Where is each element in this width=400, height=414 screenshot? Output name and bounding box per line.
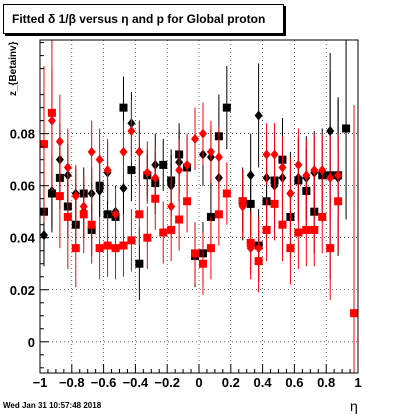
data-point-square xyxy=(222,103,231,112)
timestamp: Wed Jan 31 10:57:48 2018 xyxy=(3,401,102,410)
data-point-square xyxy=(278,220,287,229)
y-tick-label: 0.08 xyxy=(10,127,35,142)
data-point-diamond xyxy=(183,159,192,170)
x-tick-label: 0 xyxy=(195,375,202,390)
data-point-square xyxy=(198,259,207,268)
data-point-diamond xyxy=(238,201,247,212)
data-point-square xyxy=(63,212,72,221)
data-point-diamond xyxy=(310,165,319,176)
grid xyxy=(40,40,358,373)
x-tick-label: −1 xyxy=(33,375,48,390)
data-point-diamond xyxy=(262,149,271,160)
data-point-diamond xyxy=(270,149,279,160)
data-point-diamond xyxy=(278,162,287,173)
y-tick-label: 0.04 xyxy=(10,231,36,246)
x-tick-label: 0.8 xyxy=(317,375,335,390)
data-point-diamond xyxy=(246,243,255,254)
data-point-diamond xyxy=(151,172,160,183)
data-point-diamond xyxy=(119,146,128,157)
data-point-diamond xyxy=(47,115,56,126)
data-point-square xyxy=(175,215,184,224)
data-point-square xyxy=(214,210,223,219)
series-group xyxy=(39,68,343,280)
data-point-diamond xyxy=(143,167,152,178)
data-point-square xyxy=(135,210,144,219)
data-point-diamond xyxy=(135,146,144,157)
data-marks xyxy=(39,40,359,373)
data-point-diamond xyxy=(79,201,88,212)
data-point-diamond xyxy=(286,188,295,199)
data-point-diamond xyxy=(246,170,255,181)
data-point-diamond xyxy=(206,146,215,157)
y-tick-label: 0.02 xyxy=(10,283,35,298)
x-tick-label: 0.6 xyxy=(285,375,303,390)
data-point-diamond xyxy=(254,243,263,254)
data-point-diamond xyxy=(198,128,207,139)
x-tick-label: 0.2 xyxy=(222,375,240,390)
data-point-square xyxy=(119,103,128,112)
x-tick-label: −0.8 xyxy=(59,375,85,390)
data-point-square xyxy=(270,199,279,208)
x-tick-label: −0.6 xyxy=(91,375,117,390)
data-point-square xyxy=(286,244,295,253)
data-point-square xyxy=(342,124,351,133)
data-point-square xyxy=(103,241,112,250)
data-point-square xyxy=(143,233,152,242)
data-point-diamond xyxy=(167,201,176,212)
data-point-diamond xyxy=(71,191,80,202)
data-point-square xyxy=(127,166,136,175)
data-point-diamond xyxy=(326,172,335,183)
data-point-square xyxy=(302,225,311,234)
data-point-diamond xyxy=(191,133,200,144)
data-point-diamond xyxy=(111,209,120,220)
x-axis-label: η xyxy=(350,398,358,414)
data-point-square xyxy=(310,225,319,234)
data-point-square xyxy=(206,244,215,253)
data-point-square xyxy=(55,192,64,201)
data-point-square xyxy=(326,244,335,253)
y-tick-label: 0 xyxy=(28,335,35,350)
data-point-square xyxy=(135,259,144,268)
data-point-diamond xyxy=(326,126,335,137)
data-point-diamond xyxy=(95,154,104,165)
data-point-square xyxy=(191,249,200,258)
axis-ticks: −1 −0.8 −0.6 −0.4 −0.2 0 0.2 0.4 0.6 0.8 1 0 0.02 0.0… xyxy=(10,42,362,390)
data-point-square xyxy=(111,244,120,253)
data-point-square xyxy=(87,220,96,229)
x-tick-label: −0.2 xyxy=(154,375,180,390)
chart-title: Fitted δ 1/β versus η and p for Global p… xyxy=(3,4,284,34)
data-point-diamond xyxy=(294,159,303,170)
data-point-diamond xyxy=(87,146,96,157)
data-point-square xyxy=(71,244,80,253)
data-point-square xyxy=(350,309,359,318)
data-point-square xyxy=(294,228,303,237)
data-point-diamond xyxy=(103,165,112,176)
data-point-diamond xyxy=(254,110,263,121)
data-point-square xyxy=(159,160,168,169)
data-point-diamond xyxy=(302,170,311,181)
data-point-diamond xyxy=(39,230,48,241)
data-point-diamond xyxy=(214,152,223,163)
data-point-diamond xyxy=(63,162,72,173)
data-point-square xyxy=(318,212,327,221)
data-point-diamond xyxy=(334,170,343,181)
x-tick-label: 1 xyxy=(354,375,361,390)
data-point-square xyxy=(127,236,136,245)
data-point-square xyxy=(262,225,271,234)
x-tick-label: −0.4 xyxy=(123,375,149,390)
data-point-square xyxy=(95,244,104,253)
data-point-diamond xyxy=(175,165,184,176)
data-point-square xyxy=(222,189,231,198)
data-point-diamond xyxy=(55,136,64,147)
data-point-square xyxy=(159,228,168,237)
data-point-diamond xyxy=(318,165,327,176)
y-axis-label: z_{Betainv} xyxy=(8,41,19,96)
x-tick-label: 0.4 xyxy=(254,375,273,390)
data-point-square xyxy=(119,241,128,250)
y-tick-label: 0.06 xyxy=(10,179,35,194)
data-point-diamond xyxy=(127,126,136,137)
data-point-square xyxy=(183,197,192,206)
data-point-diamond xyxy=(119,183,128,194)
